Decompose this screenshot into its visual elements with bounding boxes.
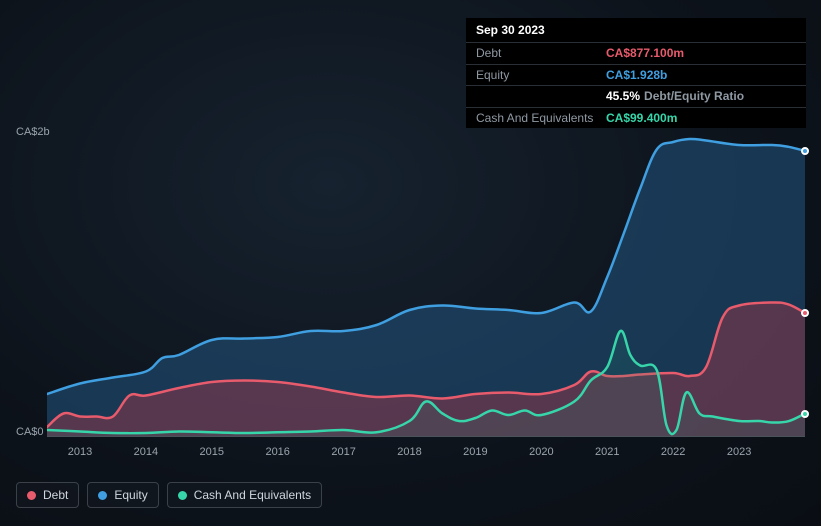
x-tick: 2016 <box>265 446 289 458</box>
tooltip-row-ratio: 45.5%Debt/Equity Ratio <box>466 86 806 107</box>
x-tick: 2020 <box>529 446 553 458</box>
tooltip-label-debt: Debt <box>476 46 606 60</box>
chart-legend: Debt Equity Cash And Equivalents <box>16 482 322 508</box>
chart-baseline <box>47 436 805 437</box>
x-axis: 2013 2014 2015 2016 2017 2018 2019 2020 2021 2022… <box>47 446 805 462</box>
tooltip-value-equity: CA$1.928b <box>606 68 667 82</box>
x-tick: 2013 <box>68 446 92 458</box>
chart-tooltip: Sep 30 2023 Debt CA$877.100m Equity CA$1… <box>466 18 806 128</box>
x-tick: 2015 <box>200 446 224 458</box>
tooltip-value-cash: CA$99.400m <box>606 111 677 125</box>
circle-icon <box>27 491 36 500</box>
tooltip-label-ratio <box>476 89 606 103</box>
tooltip-label-equity: Equity <box>476 68 606 82</box>
tooltip-row-debt: Debt CA$877.100m <box>466 43 806 64</box>
x-tick: 2021 <box>595 446 619 458</box>
circle-icon <box>178 491 187 500</box>
chart-plot <box>47 136 805 436</box>
end-marker-debt <box>801 309 809 317</box>
legend-label-equity: Equity <box>114 488 147 502</box>
x-tick: 2014 <box>134 446 158 458</box>
tooltip-row-equity: Equity CA$1.928b <box>466 65 806 86</box>
tooltip-date: Sep 30 2023 <box>466 18 806 43</box>
tooltip-value-debt: CA$877.100m <box>606 46 684 60</box>
circle-icon <box>98 491 107 500</box>
end-marker-cash <box>801 410 809 418</box>
x-tick: 2019 <box>463 446 487 458</box>
legend-item-cash[interactable]: Cash And Equivalents <box>167 482 322 508</box>
legend-label-cash: Cash And Equivalents <box>194 488 311 502</box>
financials-chart[interactable]: CA$2b CA$0 20132014201520162017201820192… <box>16 124 805 470</box>
tooltip-value-ratio: 45.5%Debt/Equity Ratio <box>606 89 744 103</box>
x-tick: 2017 <box>331 446 355 458</box>
end-marker-equity <box>801 147 809 155</box>
x-tick: 2018 <box>397 446 421 458</box>
legend-item-debt[interactable]: Debt <box>16 482 79 508</box>
tooltip-label-cash: Cash And Equivalents <box>476 111 606 125</box>
legend-item-equity[interactable]: Equity <box>87 482 158 508</box>
legend-label-debt: Debt <box>43 488 68 502</box>
x-tick: 2022 <box>661 446 685 458</box>
x-tick: 2023 <box>727 446 751 458</box>
